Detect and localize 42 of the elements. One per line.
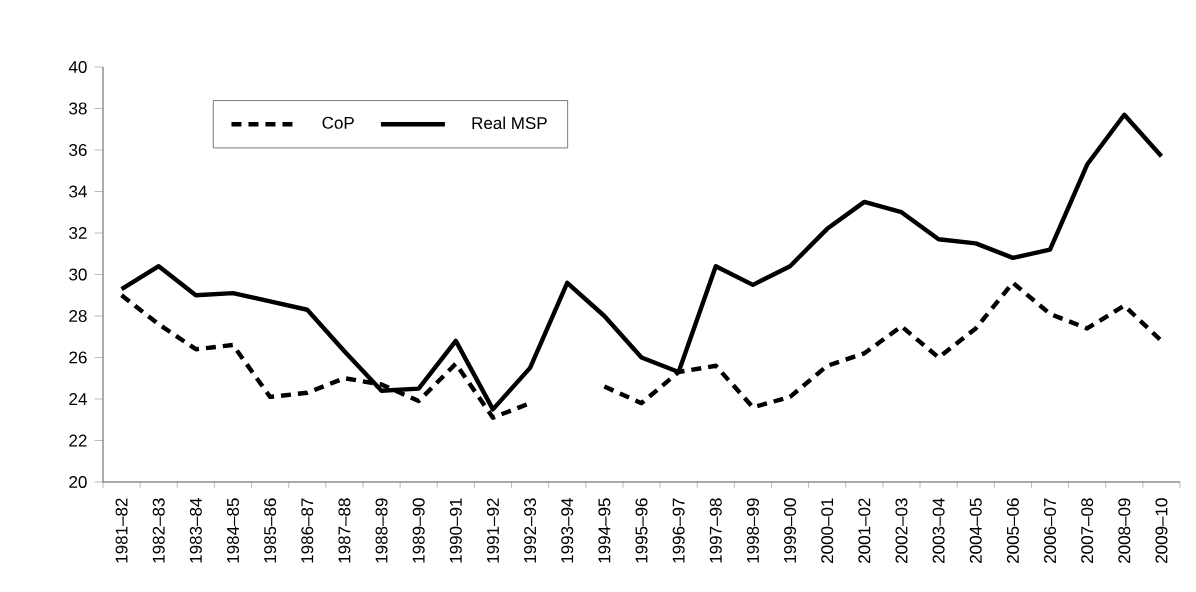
x-tick-label: 1989–90: [412, 498, 425, 563]
x-tick-label: 1988–89: [375, 498, 388, 563]
y-tick-label: 26: [69, 351, 87, 364]
x-tick-label: 1994–95: [598, 498, 611, 563]
y-tick-label: 38: [69, 102, 87, 115]
x-tick-label: 2004–05: [969, 498, 982, 563]
y-tick-label: 32: [69, 226, 87, 239]
x-tick-label: 1986–87: [301, 498, 314, 563]
x-tick-label: 1990–91: [449, 498, 462, 563]
legend-label: Real MSP: [472, 116, 547, 130]
y-tick-label: 30: [69, 268, 87, 281]
x-tick-label: 2009–10: [1155, 498, 1168, 563]
x-tick-label: 1997–98: [709, 498, 722, 563]
y-tick-label: 36: [69, 143, 87, 156]
x-tick-label: 1998–99: [746, 498, 759, 563]
legend-label: CoP: [322, 116, 354, 129]
x-tick-label: 1996–97: [672, 498, 685, 563]
y-tick-label: 22: [69, 434, 87, 447]
y-tick-label: 34: [69, 185, 87, 198]
x-tick-label: 2008–09: [1118, 498, 1131, 563]
x-tick-label: 2003–04: [932, 498, 945, 563]
y-tick-label: 28: [69, 309, 87, 322]
x-tick-label: 2001–02: [858, 498, 871, 563]
x-tick-label: 1993–94: [561, 498, 574, 563]
x-tick-label: 2005–06: [1006, 498, 1019, 563]
x-tick-label: 1983–84: [189, 498, 202, 563]
x-tick-label: 1987–88: [338, 498, 351, 563]
x-tick-label: 1995–96: [635, 498, 648, 563]
x-tick-label: 2007–08: [1081, 498, 1094, 563]
y-tick-label: 20: [69, 475, 87, 488]
x-tick-label: 1981–82: [115, 498, 128, 563]
x-tick-label: 2006–07: [1044, 498, 1057, 563]
x-tick-label: 1985–86: [264, 498, 277, 563]
y-tick-label: 24: [69, 393, 87, 405]
x-tick-label: 1982–83: [152, 498, 165, 563]
x-tick-label: 1992–93: [524, 498, 537, 563]
x-tick-label: 1984–85: [226, 498, 239, 563]
y-tick-label: 40: [68, 60, 87, 73]
x-tick-label: 2000–01: [821, 498, 834, 563]
x-tick-label: 1991–92: [486, 498, 499, 563]
x-tick-label: 1999–00: [784, 498, 797, 563]
x-tick-label: 2002–03: [895, 498, 908, 563]
